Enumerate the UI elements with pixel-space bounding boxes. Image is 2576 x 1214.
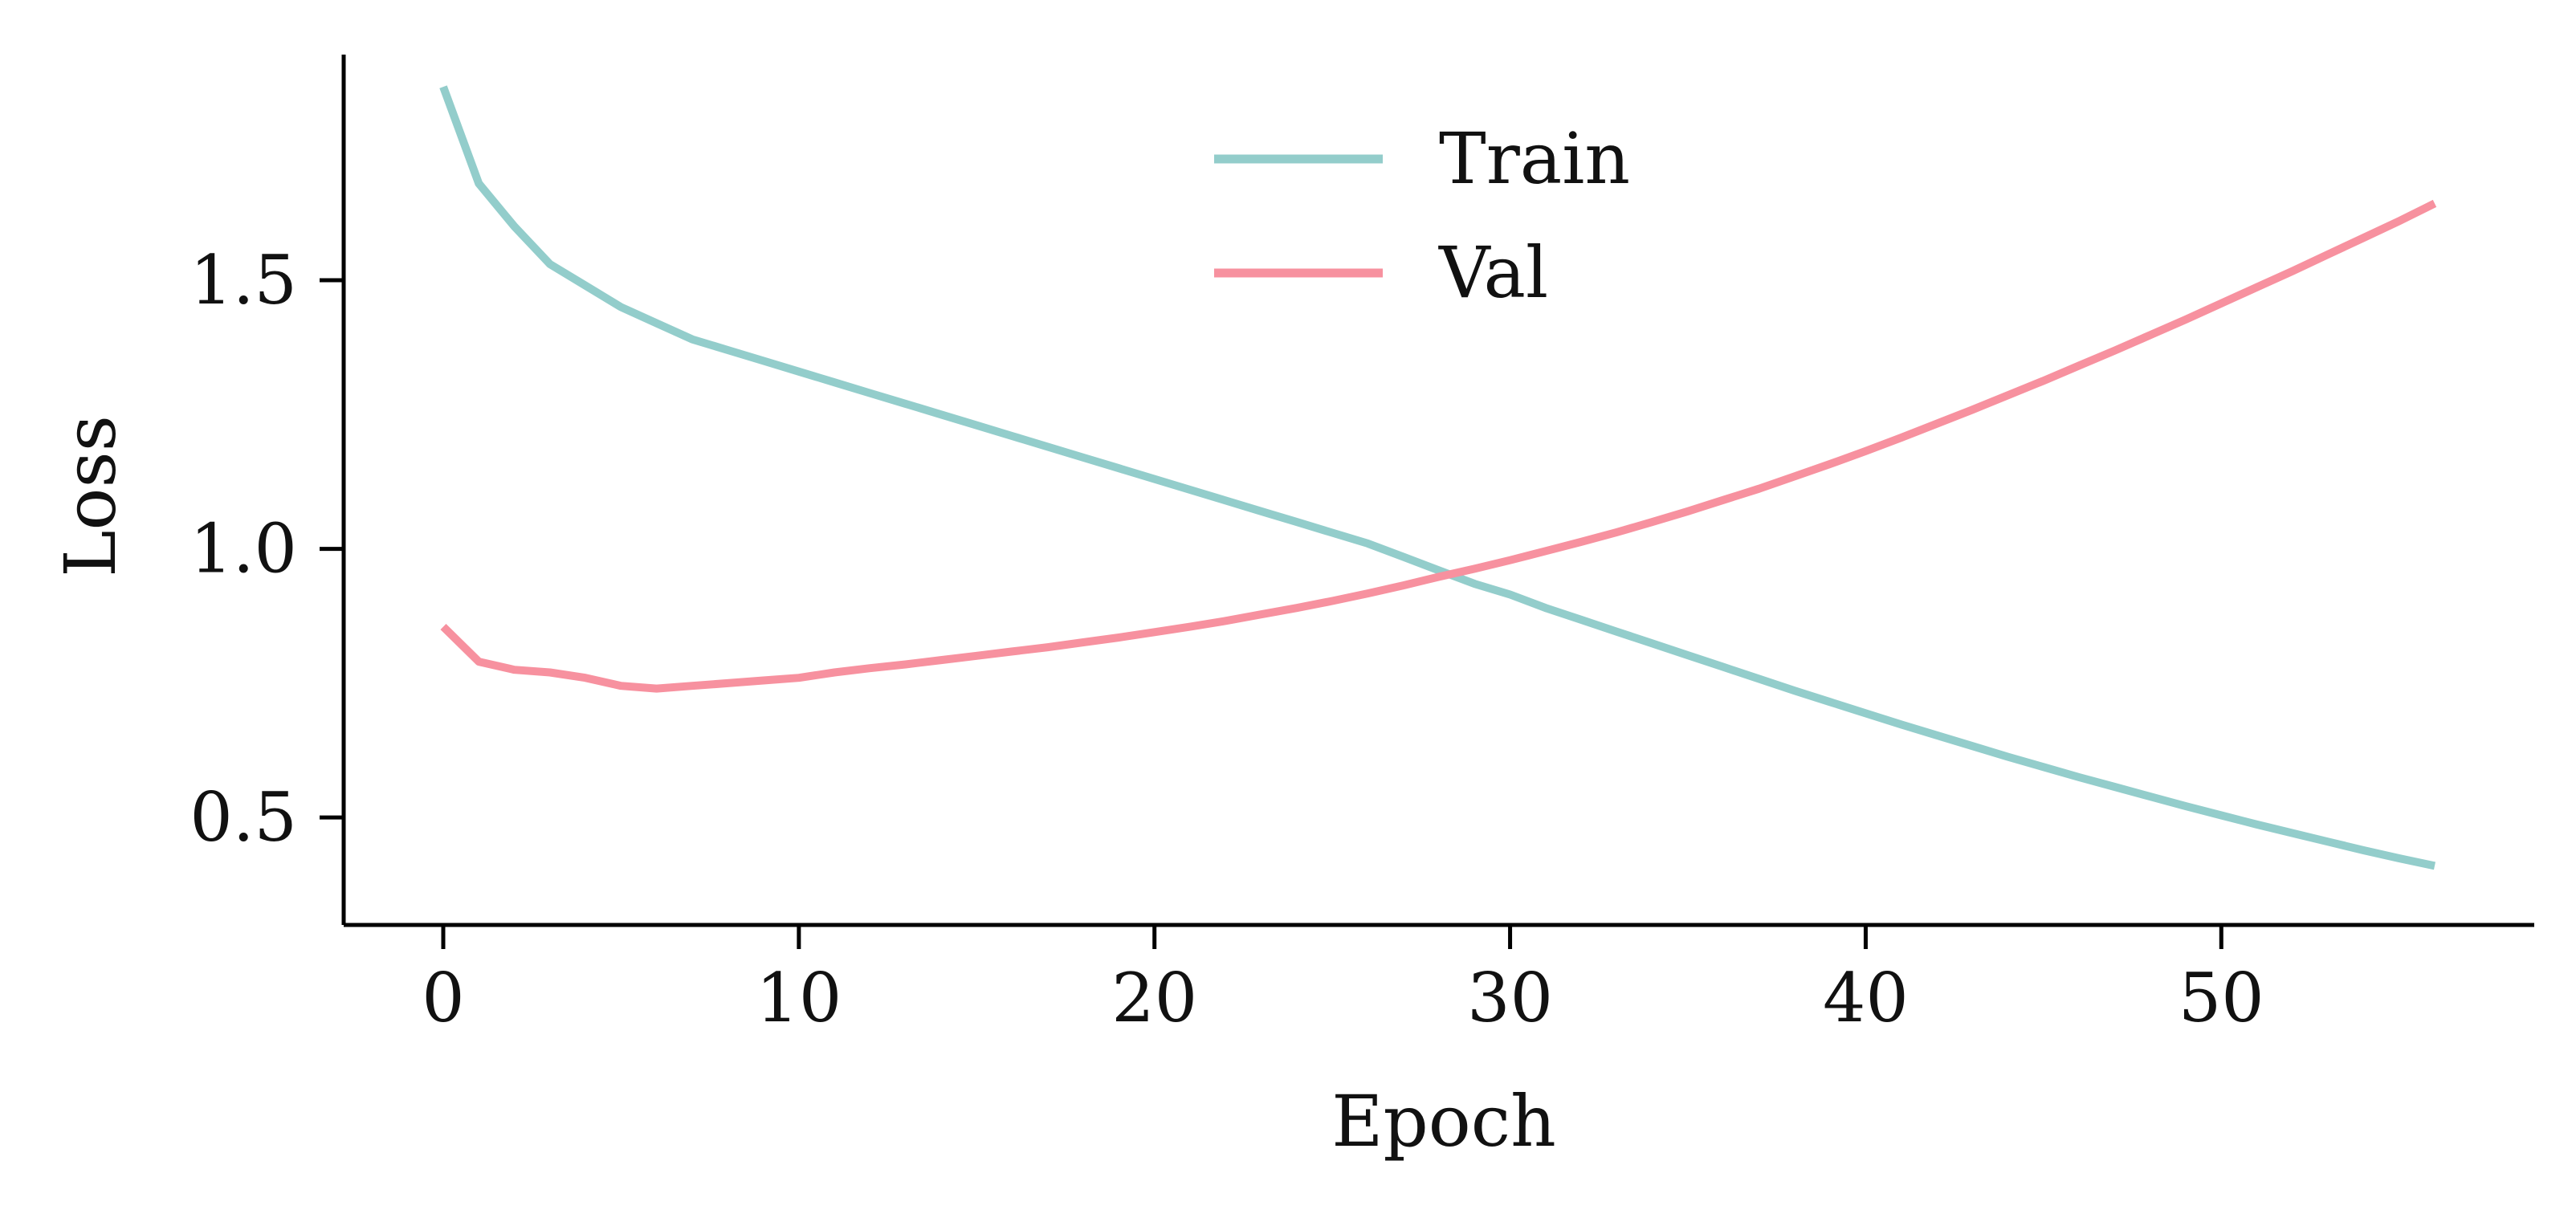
y-axis-label: Loss xyxy=(49,415,132,577)
x-tick-label: 20 xyxy=(1111,959,1197,1037)
y-tick-label: 1.5 xyxy=(190,241,297,320)
legend: Train Val xyxy=(1214,117,1630,314)
x-tick-label: 40 xyxy=(1823,959,1909,1037)
y-axis: 0.5 1.0 1.5 xyxy=(190,55,346,925)
legend-label-val: Val xyxy=(1438,231,1548,314)
plot-area xyxy=(439,85,2437,870)
series-line-train xyxy=(439,85,2436,870)
x-tick-label: 50 xyxy=(2179,959,2264,1037)
series-line-val xyxy=(440,199,2437,693)
y-tick-label: 0.5 xyxy=(190,778,297,857)
x-axis-label: Epoch xyxy=(1331,1080,1556,1163)
x-tick-label: 30 xyxy=(1467,959,1553,1037)
y-tick-label: 1.0 xyxy=(190,510,297,589)
x-tick-label: 10 xyxy=(756,959,842,1037)
x-axis: 0 10 20 30 40 50 xyxy=(344,923,2534,1037)
x-tick-label: 0 xyxy=(422,959,464,1037)
legend-label-train: Train xyxy=(1439,117,1630,200)
